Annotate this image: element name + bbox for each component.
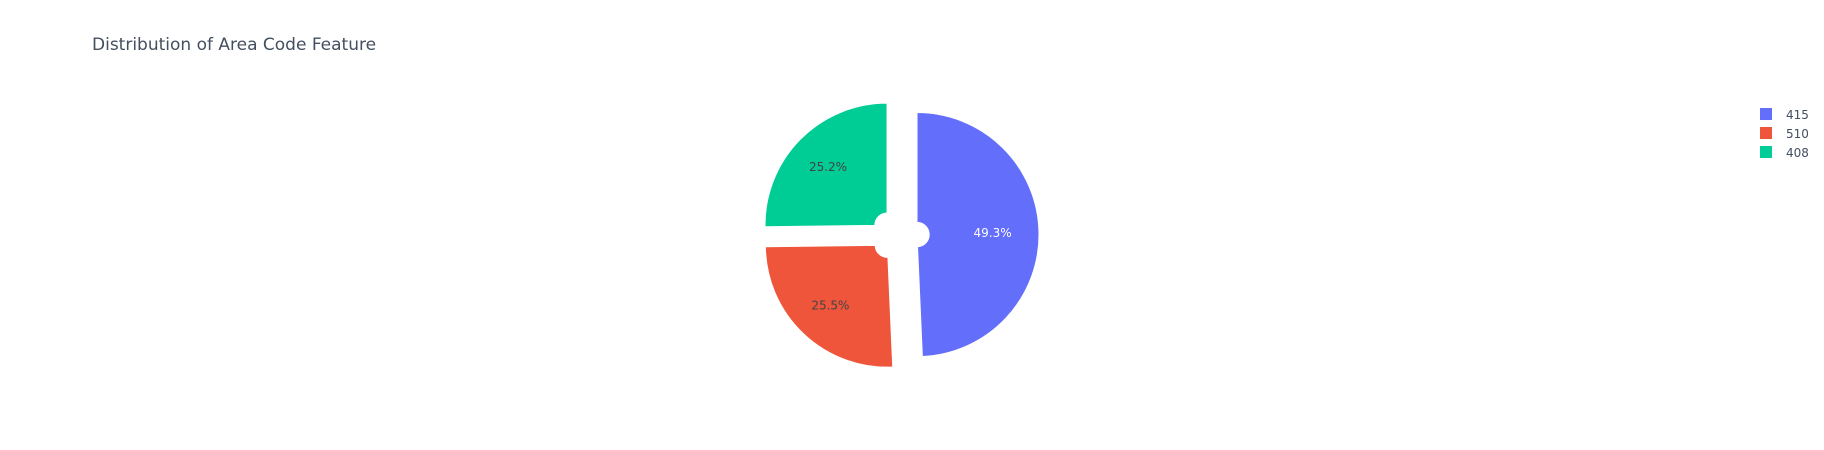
legend-label-510: 510 bbox=[1786, 127, 1809, 141]
legend-swatch-415 bbox=[1760, 108, 1772, 120]
pie-slice-408[interactable] bbox=[764, 102, 888, 228]
pie-slice-415[interactable] bbox=[916, 112, 1040, 357]
legend-item-415[interactable]: 415 bbox=[1760, 108, 1809, 122]
legend-label-415: 415 bbox=[1786, 108, 1809, 122]
slice-label-510: 25.5% bbox=[811, 299, 849, 313]
slice-label-408: 25.2% bbox=[809, 160, 847, 174]
slice-label-415: 49.3% bbox=[974, 226, 1012, 240]
legend-swatch-408 bbox=[1760, 146, 1772, 158]
legend-swatch-510 bbox=[1760, 127, 1772, 139]
pie-slice-labels: 49.3% 25.5% 25.2% bbox=[809, 160, 1012, 313]
pie-slices bbox=[764, 102, 1040, 368]
legend-label-408: 408 bbox=[1786, 146, 1809, 160]
legend-item-510[interactable]: 510 bbox=[1760, 127, 1809, 141]
pie-slice-510[interactable] bbox=[764, 244, 894, 368]
legend-item-408[interactable]: 408 bbox=[1760, 146, 1809, 160]
chart-title: Distribution of Area Code Feature bbox=[92, 35, 376, 55]
legend[interactable]: 415 510 408 bbox=[1760, 108, 1809, 160]
